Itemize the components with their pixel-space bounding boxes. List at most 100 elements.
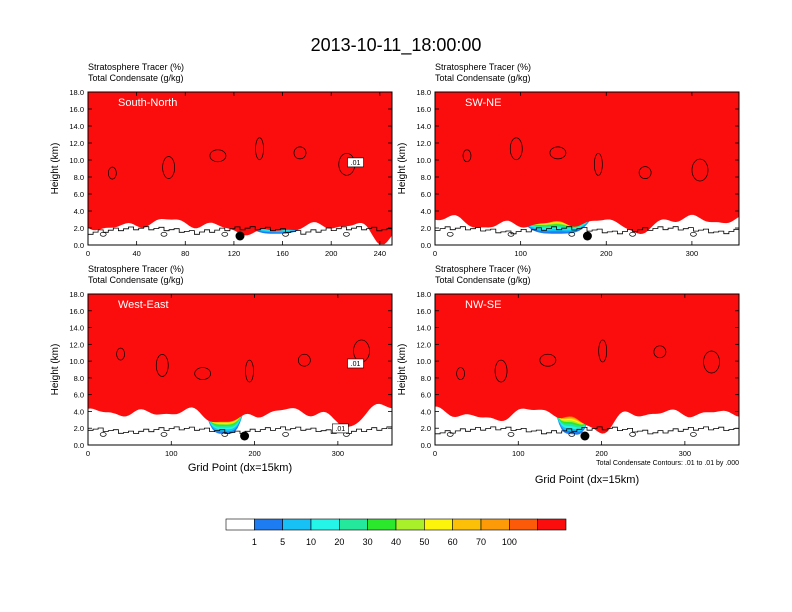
- y-tick-label: 18.0: [416, 88, 431, 97]
- condensate-contour: [568, 432, 576, 437]
- panel-frame: [434, 293, 740, 446]
- y-tick-label: 10.0: [69, 357, 84, 366]
- colorbar-label: 100: [502, 537, 517, 547]
- panel-header-line: Total Condensate (g/kg): [435, 275, 531, 285]
- y-tick-label: 8.0: [74, 374, 84, 383]
- colorbar-label: 40: [391, 537, 401, 547]
- condensate-contour: [653, 345, 667, 359]
- x-tick-label: 0: [433, 249, 437, 258]
- x-tick-label: 200: [248, 449, 261, 458]
- y-axis-label: Height (km): [397, 143, 408, 195]
- y-tick-label: 4.0: [74, 407, 84, 416]
- condensate-contour: [160, 432, 168, 437]
- panel-header-line: Stratosphere Tracer (%): [88, 62, 184, 72]
- contour-label-box: [332, 423, 349, 434]
- y-tick-label: 16.0: [416, 307, 431, 316]
- y-tick-label: 6.0: [74, 190, 84, 199]
- condensate-contour: [107, 166, 117, 180]
- panel-header-line: Total Condensate (g/kg): [435, 73, 531, 83]
- condensate-contour: [194, 367, 212, 380]
- y-axis-label: Height (km): [50, 344, 61, 396]
- colorbar-label: 50: [419, 537, 429, 547]
- condensate-contour: [703, 350, 720, 374]
- x-tick-label: 40: [132, 249, 140, 258]
- y-tick-label: 4.0: [421, 207, 431, 216]
- x-tick-label: 300: [686, 249, 699, 258]
- location-marker: [240, 431, 250, 441]
- condensate-contours: [446, 339, 720, 437]
- location-marker: [580, 431, 590, 441]
- x-tick-label: 240: [374, 249, 387, 258]
- y-tick-label: 12.0: [416, 139, 431, 148]
- terrain-line: [435, 226, 739, 235]
- x-tick-label: 100: [514, 249, 527, 258]
- condensate-contour: [691, 158, 709, 182]
- colorbar-swatch: [452, 518, 482, 531]
- condensate-contour: [507, 432, 515, 437]
- condensate-contour: [446, 231, 454, 237]
- y-axis-label: Height (km): [50, 143, 61, 195]
- condensate-contour: [549, 146, 567, 160]
- y-tick-label: 10.0: [416, 357, 431, 366]
- tracer-layer-100: [88, 92, 392, 245]
- y-tick-label: 12.0: [69, 139, 84, 148]
- condensate-contour: [629, 432, 636, 437]
- x-tick-label: 160: [276, 249, 289, 258]
- y-tick-label: 10.0: [69, 156, 84, 165]
- condensate-contour: [539, 353, 557, 367]
- colorbar-label: 1: [252, 537, 257, 547]
- contour-label-box: [347, 358, 364, 369]
- condensate-contour: [116, 347, 125, 361]
- tracer-layer-100: [88, 294, 392, 427]
- colorbar-swatch: [395, 518, 425, 531]
- tracer-layer-100: [435, 92, 739, 234]
- x-axis-label: Grid Point (dx=15km): [188, 462, 292, 474]
- x-tick-label: 0: [86, 449, 90, 458]
- contour-label: .01: [351, 160, 361, 167]
- condensate-contour: [593, 152, 603, 176]
- colorbar-swatch: [310, 518, 340, 531]
- x-tick-label: 100: [165, 449, 178, 458]
- y-tick-label: 18.0: [69, 290, 84, 299]
- condensate-contours: [446, 137, 709, 237]
- colorbar-swatch: [282, 518, 312, 531]
- y-tick-label: 6.0: [421, 190, 431, 199]
- y-tick-label: 0.0: [74, 441, 84, 450]
- x-tick-label: 80: [181, 249, 189, 258]
- colorbar-swatch: [480, 518, 510, 531]
- y-tick-label: 14.0: [69, 324, 84, 333]
- y-tick-label: 0.0: [74, 241, 84, 250]
- y-tick-label: 12.0: [416, 340, 431, 349]
- colorbar-swatch: [367, 518, 397, 531]
- condensate-contour: [690, 231, 697, 237]
- panel-label: West-East: [118, 299, 169, 311]
- y-tick-label: 8.0: [74, 173, 84, 182]
- y-tick-label: 16.0: [416, 105, 431, 114]
- y-tick-label: 0.0: [421, 241, 431, 250]
- condensate-contour: [293, 146, 307, 160]
- y-tick-label: 14.0: [416, 324, 431, 333]
- condensate-contour: [638, 166, 652, 179]
- colorbar-label: 5: [280, 537, 285, 547]
- condensate-contour: [690, 432, 697, 437]
- contour-footnote: Total Condensate Contours: .01 to .01 by…: [596, 460, 739, 467]
- panel-header-line: Stratosphere Tracer (%): [435, 62, 531, 72]
- panel-label: South-North: [118, 97, 177, 109]
- y-tick-label: 2.0: [74, 424, 84, 433]
- x-axis-label: Grid Point (dx=15km): [535, 474, 639, 486]
- figure-title: 2013-10-11_18:00:00: [311, 35, 482, 56]
- y-tick-label: 12.0: [69, 340, 84, 349]
- x-tick-label: 200: [600, 249, 613, 258]
- panel-west-east: Stratosphere Tracer (%)Total Condensate …: [50, 264, 393, 474]
- y-tick-label: 2.0: [421, 224, 431, 233]
- x-tick-label: 100: [512, 449, 525, 458]
- colorbar-label: 30: [363, 537, 373, 547]
- panel-south-north: Stratosphere Tracer (%)Total Condensate …: [50, 62, 393, 258]
- plot-area: .01: [88, 92, 392, 245]
- y-tick-label: 18.0: [416, 290, 431, 299]
- colorbar-label: 20: [334, 537, 344, 547]
- colorbar-label: 60: [448, 537, 458, 547]
- condensate-contour: [245, 359, 254, 383]
- contour-label: .01: [351, 361, 361, 368]
